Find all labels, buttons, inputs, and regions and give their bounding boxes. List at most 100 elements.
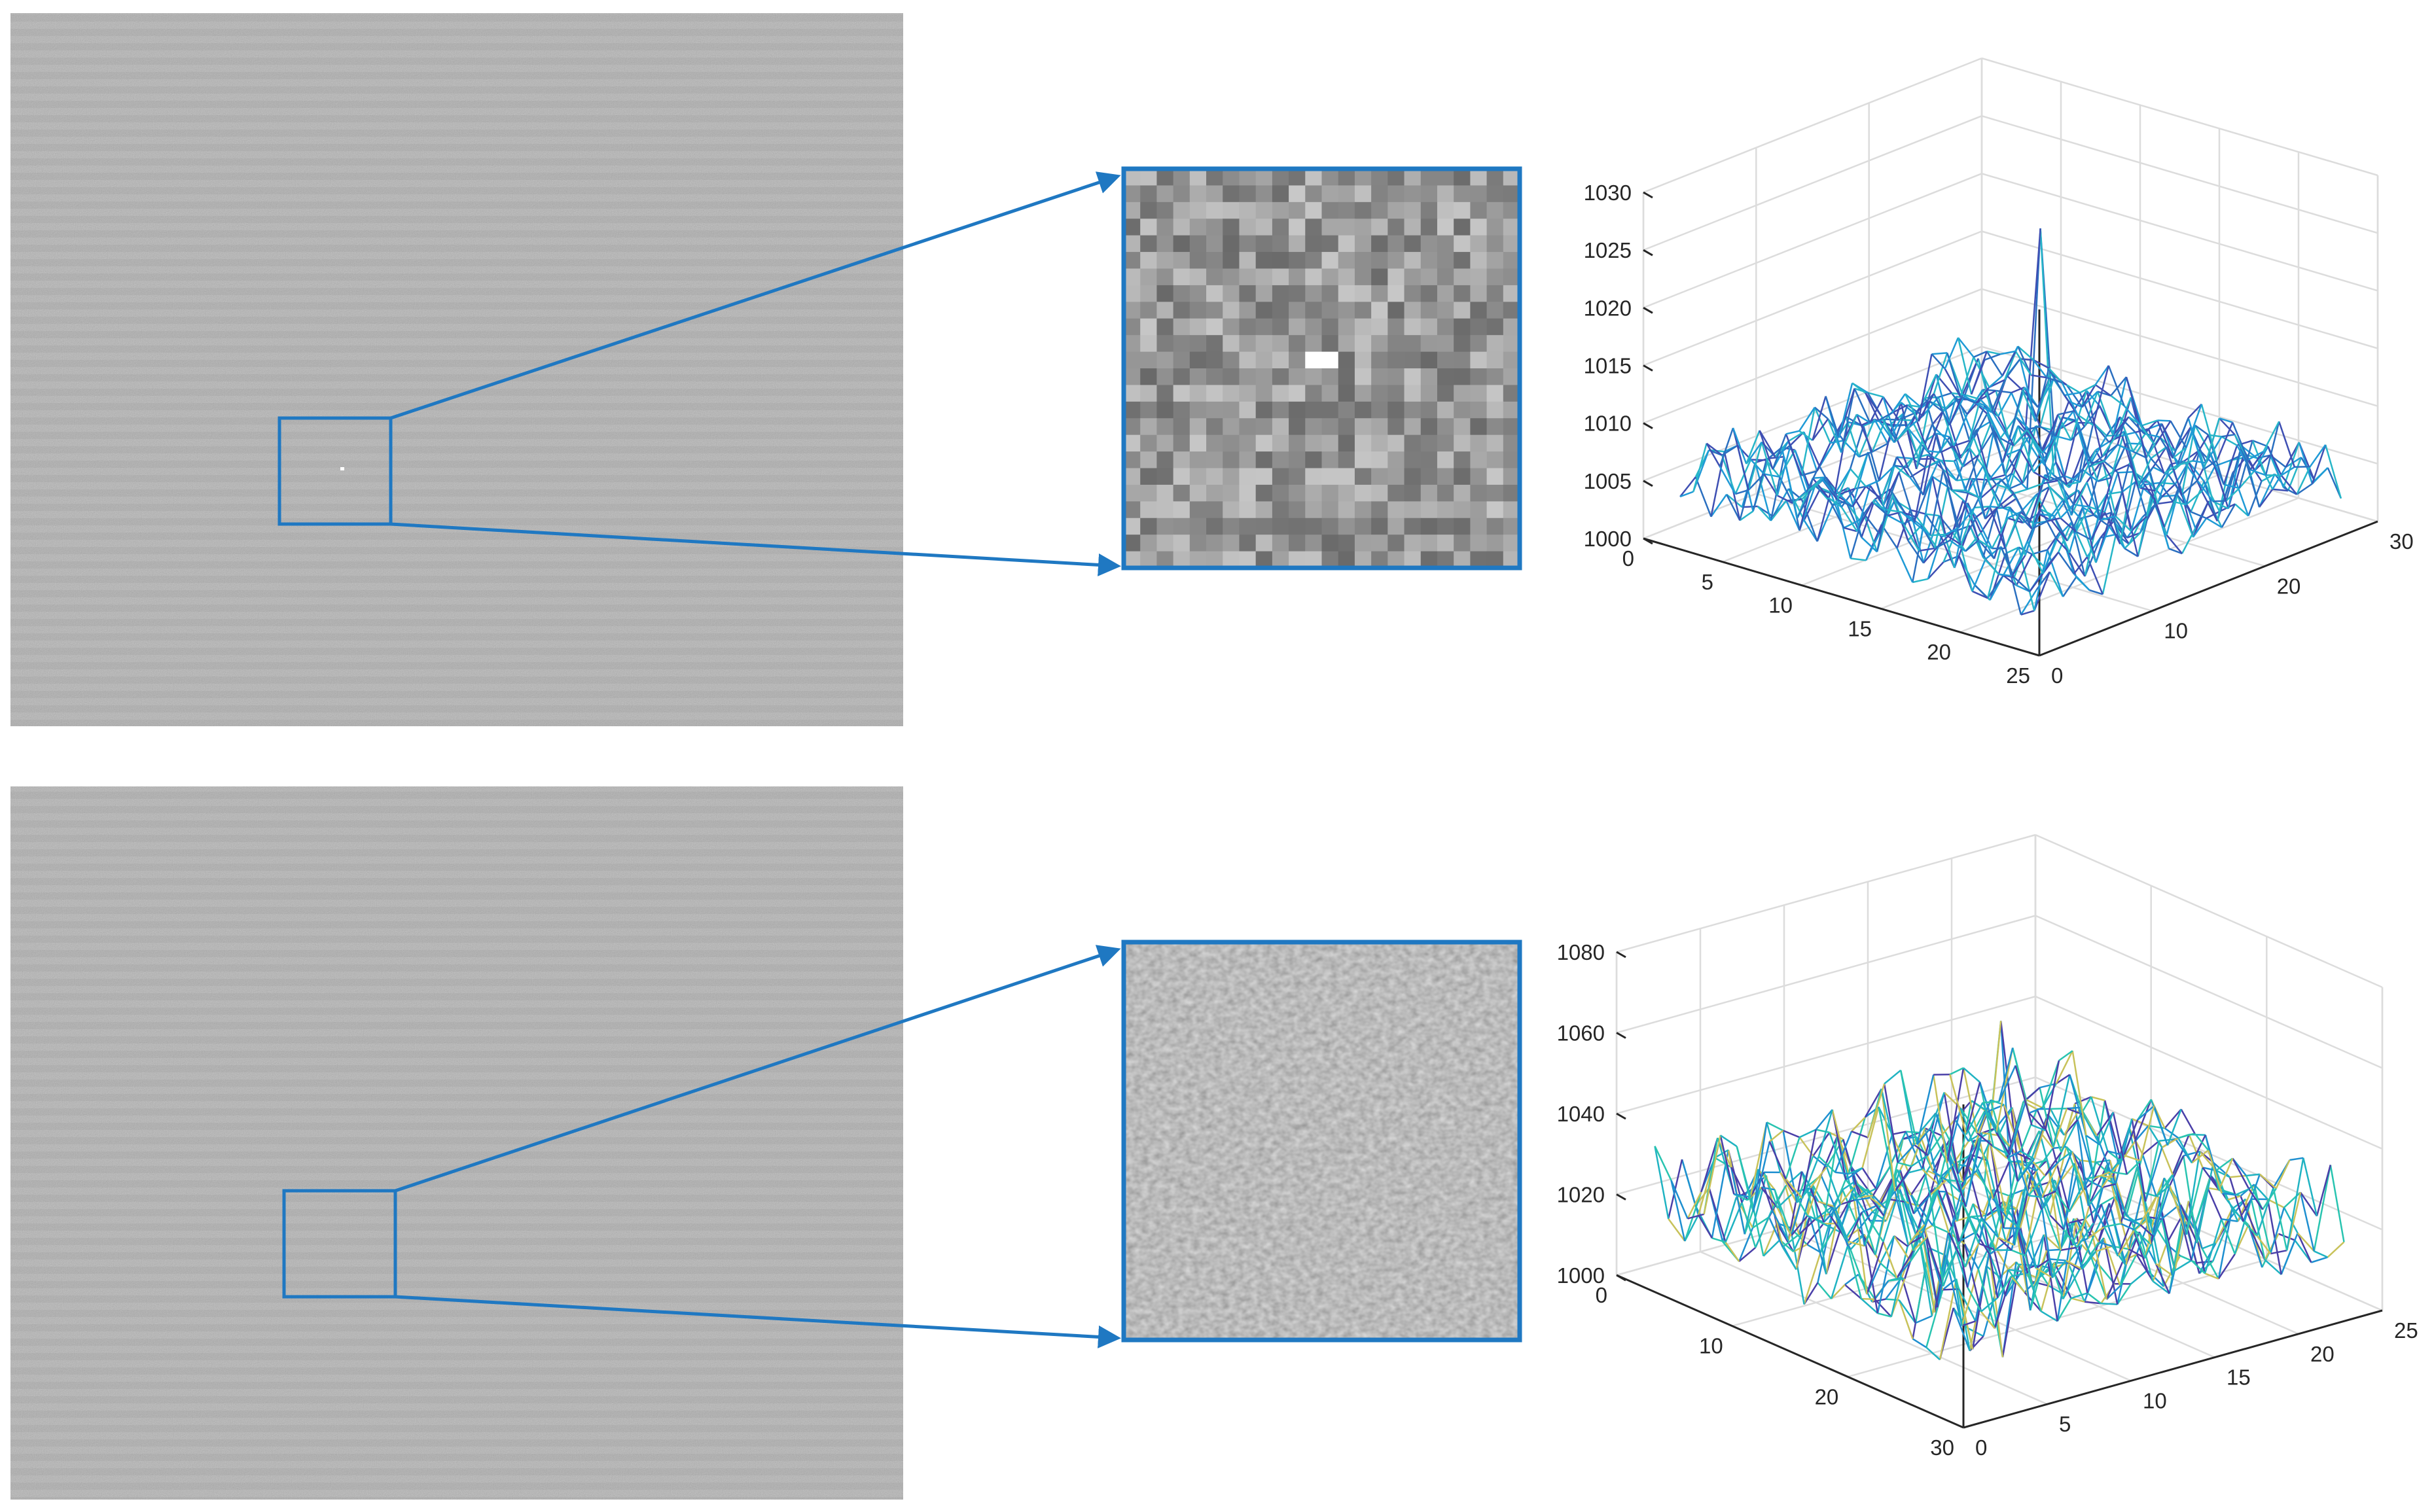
surface-mesh-line (1850, 557, 1867, 561)
y-tick-label: 15 (1848, 616, 1872, 641)
surface-mesh-line (1836, 499, 1853, 508)
surface-mesh-line (1901, 511, 1915, 523)
zoom-pixel (1404, 468, 1422, 485)
surface-mesh-line (1780, 1172, 1798, 1203)
zoom-pixel (1206, 169, 1223, 186)
y-tick-label: 20 (1927, 640, 1951, 664)
surface-mesh-line (2155, 474, 2170, 492)
surface-mesh-line (2073, 1218, 2088, 1293)
surface-mesh-line (2154, 420, 2172, 446)
zoom-pixel (1437, 401, 1454, 419)
zoom-pixel (1420, 551, 1438, 569)
surface-mesh-line (2218, 1158, 2234, 1191)
surface-mesh-line (1999, 416, 2017, 439)
surface-mesh-line (2161, 483, 2176, 497)
surface-mesh-line (1975, 402, 1992, 413)
surface-mesh-line (2185, 1167, 2204, 1235)
zoom-pixel (1420, 385, 1438, 402)
zoom-pixel (1321, 385, 1339, 402)
surface-mesh-line (1825, 1167, 1841, 1205)
surface-mesh-line (2007, 448, 2021, 455)
zoom-pixel (1404, 501, 1422, 519)
surface-mesh-line (1785, 433, 1802, 476)
surface-mesh-line (1845, 501, 1863, 538)
surface-mesh-line (2064, 1244, 2083, 1296)
surface-mesh-line (1909, 1237, 1928, 1262)
zoom-pixel (1239, 268, 1257, 286)
surface-mesh-line (2115, 516, 2132, 532)
surface-mesh-line (1722, 1197, 1738, 1242)
surface-mesh-line (1918, 393, 1935, 422)
surface-mesh-line (2050, 519, 2068, 542)
surface-mesh-line (1820, 1135, 1838, 1176)
surface-mesh-line (1785, 1178, 1803, 1199)
surface-mesh-line (1982, 389, 1996, 392)
surface-mesh-line (2005, 1164, 2024, 1218)
zoom-pixel (1503, 401, 1520, 419)
surface-mesh-line (1875, 1167, 1890, 1189)
surface-mesh-line (1912, 1170, 1928, 1214)
surface-mesh-line (2092, 1159, 2111, 1223)
zoom-pixel (1354, 385, 1372, 402)
surface-mesh-line (1834, 468, 1852, 495)
zoom-pixel (1470, 468, 1488, 485)
surface-mesh-line (2020, 358, 2033, 361)
surface-mesh-line (1922, 396, 1939, 417)
zoom-pixel (1437, 518, 1454, 535)
surface-mesh-line (2033, 1159, 2048, 1165)
surface-mesh-line (1876, 489, 1891, 552)
zoom-pixel (1255, 535, 1273, 552)
zoom-pixel (1305, 202, 1323, 219)
surface-mesh-line (2100, 1204, 2119, 1257)
surface-mesh-line (2068, 1218, 2086, 1224)
zoom-pixel (1354, 451, 1372, 469)
surface-mesh-line (2029, 1234, 2045, 1311)
surface-mesh-line (1901, 511, 1918, 518)
zoom-pixel (1321, 368, 1339, 386)
zoom-pixel (1156, 351, 1174, 369)
zoom-pixel (1206, 185, 1223, 203)
surface-mesh-line (1975, 429, 1990, 480)
zoom-pixel (1454, 268, 1471, 286)
zoom-pixel (1272, 318, 1289, 336)
surface-mesh-line (1962, 1170, 1977, 1183)
surface-mesh-line (1914, 1144, 1929, 1156)
zoom-pixel (1338, 434, 1355, 452)
surface-mesh-line (1697, 1214, 1713, 1239)
z-tick-label: 1010 (1584, 412, 1632, 436)
surface-mesh-line (1907, 540, 1925, 564)
surface-mesh-line (1770, 456, 1785, 521)
surface-mesh-line (1851, 1131, 1869, 1138)
surface-mesh-line (1834, 1171, 1849, 1175)
surface-mesh-line (2254, 455, 2271, 471)
surface-mesh-line (2031, 549, 2048, 555)
surface-mesh-line (2145, 1147, 2163, 1202)
zoom-pixel (1454, 418, 1471, 436)
zoom-pixel (1404, 318, 1422, 336)
surface-mesh-line (2068, 552, 2086, 577)
surface-mesh-line (1927, 1134, 1942, 1156)
surface-mesh-line (2215, 1157, 2234, 1172)
x-tick-label: 20 (2277, 574, 2301, 598)
zoom-pixel (1454, 351, 1471, 369)
surface-mesh-line (2221, 436, 2238, 446)
grid-line (1616, 834, 2036, 953)
grid-line (1643, 115, 1982, 251)
surface-mesh-line (1725, 494, 1741, 521)
zoom-pixel (1387, 351, 1405, 369)
surface-mesh-line (1883, 1083, 1899, 1163)
surface-mesh-line (2128, 416, 2145, 434)
surface-mesh-line (2032, 1258, 2050, 1290)
zoom-pixel (1239, 551, 1257, 569)
zoom-pixel (1404, 335, 1422, 353)
surface-mesh-line (1807, 1215, 1825, 1223)
zoom-pixel (1289, 451, 1306, 469)
zoom-pixel (1387, 318, 1405, 336)
surface-mesh-line (2302, 1157, 2318, 1216)
zoom-pixel (1305, 268, 1323, 286)
zoom-pixel (1371, 235, 1388, 253)
zoom-pixel (1470, 551, 1488, 569)
surface-mesh-line (2259, 489, 2274, 508)
surface-mesh-line (1687, 1191, 1702, 1220)
surface-mesh-line (2126, 1160, 2141, 1175)
